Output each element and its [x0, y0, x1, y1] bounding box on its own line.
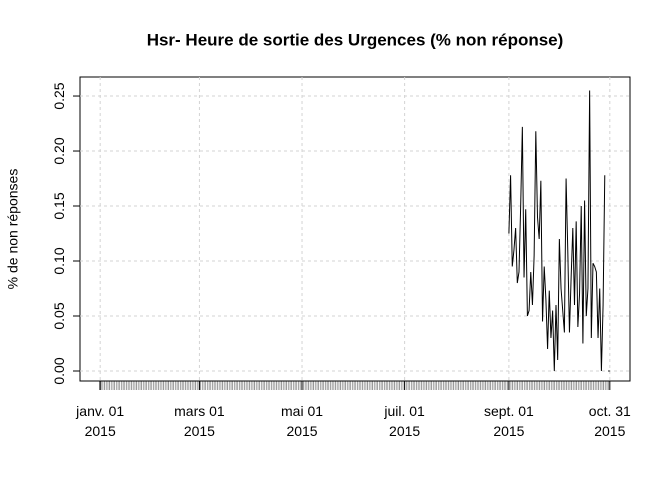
y-tick-label: 0.15 [51, 192, 67, 219]
x-tick-label: sept. 01 2015 [484, 403, 534, 439]
x-tick-label: mars 01 2015 [174, 403, 225, 439]
y-tick-label: 0.20 [51, 137, 67, 164]
x-tick-label: janv. 01 2015 [75, 403, 124, 439]
y-tick-label: 0.00 [51, 357, 67, 384]
minor-ticks [99, 381, 610, 390]
x-tick-label: oct. 31 2015 [589, 403, 631, 439]
x-tick-label: juil. 01 2015 [383, 403, 425, 439]
plot-frame [79, 76, 631, 382]
y-tick-label: 0.05 [51, 302, 67, 329]
y-tick-label: 0.10 [51, 247, 67, 274]
data-line [508, 90, 606, 372]
x-tick-label: mai 01 2015 [281, 403, 323, 439]
y-tick-label: 0.25 [51, 82, 67, 109]
chart-title: Hsr- Heure de sortie des Urgences (% non… [147, 30, 564, 49]
y-axis-label: % de non réponses [5, 169, 21, 290]
